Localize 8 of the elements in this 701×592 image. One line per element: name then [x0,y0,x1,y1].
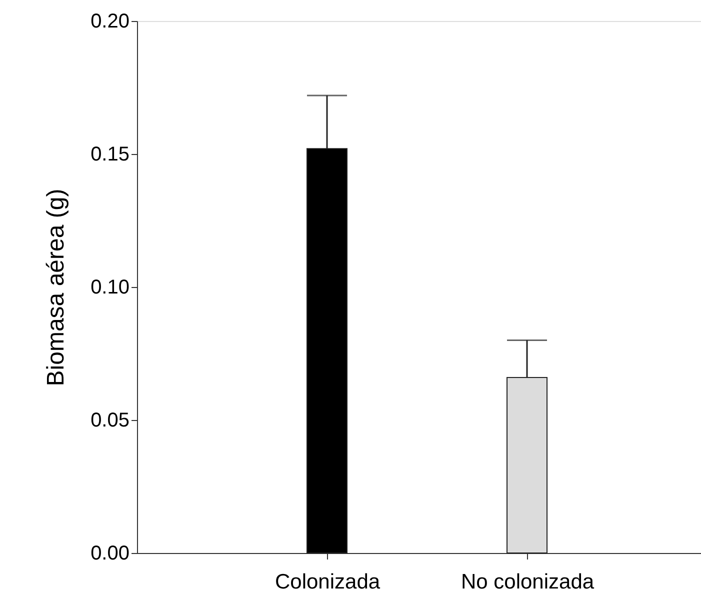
y-tick-label: 0.00 [90,542,130,564]
y-tick-label: 0.05 [90,410,130,432]
y-tick-label: 0.15 [90,144,130,166]
y-tick-label: 0.10 [90,276,130,298]
x-tick-label: No colonizada [460,570,594,592]
y-tick-label: 0.20 [90,10,130,32]
y-axis-title: Biomasa aérea (g) [42,188,70,386]
x-tick-label: Colonizada [274,570,380,592]
